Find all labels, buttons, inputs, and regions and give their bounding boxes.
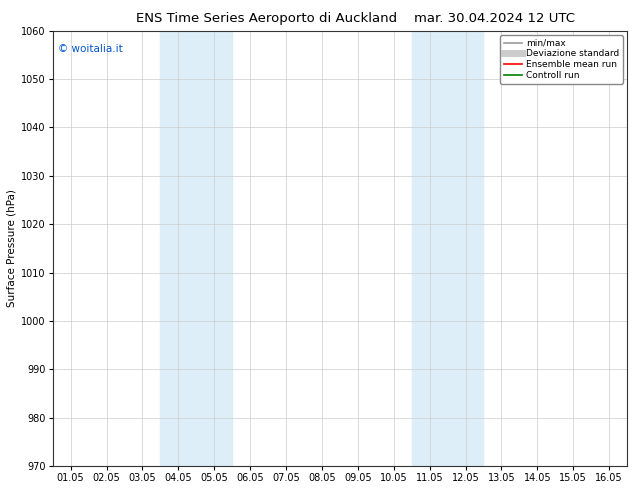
Bar xyxy=(411,30,484,466)
Legend: min/max, Deviazione standard, Ensemble mean run, Controll run: min/max, Deviazione standard, Ensemble m… xyxy=(500,35,623,84)
Text: mar. 30.04.2024 12 UTC: mar. 30.04.2024 12 UTC xyxy=(414,12,575,25)
Text: ENS Time Series Aeroporto di Auckland: ENS Time Series Aeroporto di Auckland xyxy=(136,12,397,25)
Bar xyxy=(160,30,232,466)
Text: © woitalia.it: © woitalia.it xyxy=(58,44,123,53)
Y-axis label: Surface Pressure (hPa): Surface Pressure (hPa) xyxy=(7,190,17,307)
